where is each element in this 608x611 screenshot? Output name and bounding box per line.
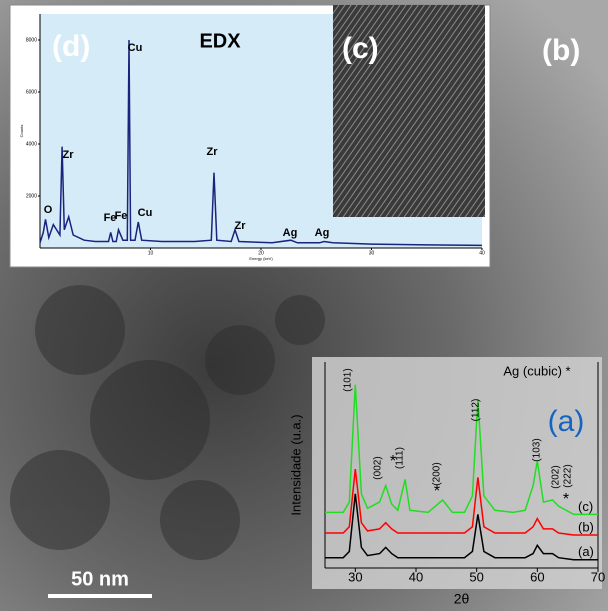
peak-label: Fe — [115, 210, 128, 222]
peak-label: * — [434, 483, 440, 500]
peak-label: * — [563, 491, 569, 508]
x-axis-label: Energy (keV) — [249, 256, 273, 261]
peak-label: O — [44, 204, 53, 216]
chart-title: Ag (cubic) * — [503, 363, 570, 378]
x-tick-label: 60 — [530, 569, 544, 584]
y-tick-label: 4000 — [26, 141, 37, 147]
x-tick-label: 40 — [409, 569, 423, 584]
peak-label: Cu — [138, 207, 153, 219]
panel-label: (c) — [342, 32, 379, 65]
peak-label: (222) — [563, 464, 574, 487]
panel-label: (d) — [52, 30, 90, 63]
x-tick-label: 70 — [591, 569, 605, 584]
y-tick-label: 6000 — [26, 89, 37, 95]
x-tick-label: 40 — [479, 250, 485, 256]
peak-label: (112) — [471, 399, 482, 422]
figure: (d) (c) (b) 50 nm 1020304020004000600080… — [0, 0, 608, 611]
peak-label: Zr — [207, 146, 219, 158]
peak-label: (200) — [432, 462, 443, 485]
series-label: (a) — [578, 544, 594, 559]
series-label: (b) — [578, 519, 594, 534]
peak-label: * — [390, 453, 396, 470]
peak-label: Zr — [63, 149, 75, 161]
panel-label: (b) — [542, 34, 580, 67]
x-tick-label: 10 — [148, 250, 154, 256]
peak-label: Zr — [235, 220, 247, 232]
peak-label: Ag — [315, 227, 330, 239]
peak-label: (002) — [373, 456, 384, 479]
x-tick-label: 50 — [469, 569, 483, 584]
y-axis-label: Intensidade (u.a.) — [288, 414, 303, 515]
x-axis-label: 2θ — [454, 591, 470, 607]
peak-label: (202) — [551, 465, 562, 488]
peak-label: Ag — [283, 227, 298, 239]
series-label: (c) — [578, 499, 593, 514]
peak-label: (111) — [395, 447, 406, 469]
peak-label: (101) — [343, 368, 354, 391]
y-tick-label: 2000 — [26, 193, 37, 199]
y-axis-label: Counts — [19, 125, 24, 138]
peak-label: Cu — [128, 42, 143, 54]
chart-title: EDX — [199, 30, 241, 52]
y-tick-label: 8000 — [26, 37, 37, 43]
peak-label: (103) — [532, 438, 543, 461]
x-tick-label: 30 — [369, 250, 375, 256]
scale-bar-label: 50 nm — [71, 568, 129, 590]
panel-label: (a) — [548, 405, 585, 438]
x-tick-label: 30 — [348, 569, 362, 584]
